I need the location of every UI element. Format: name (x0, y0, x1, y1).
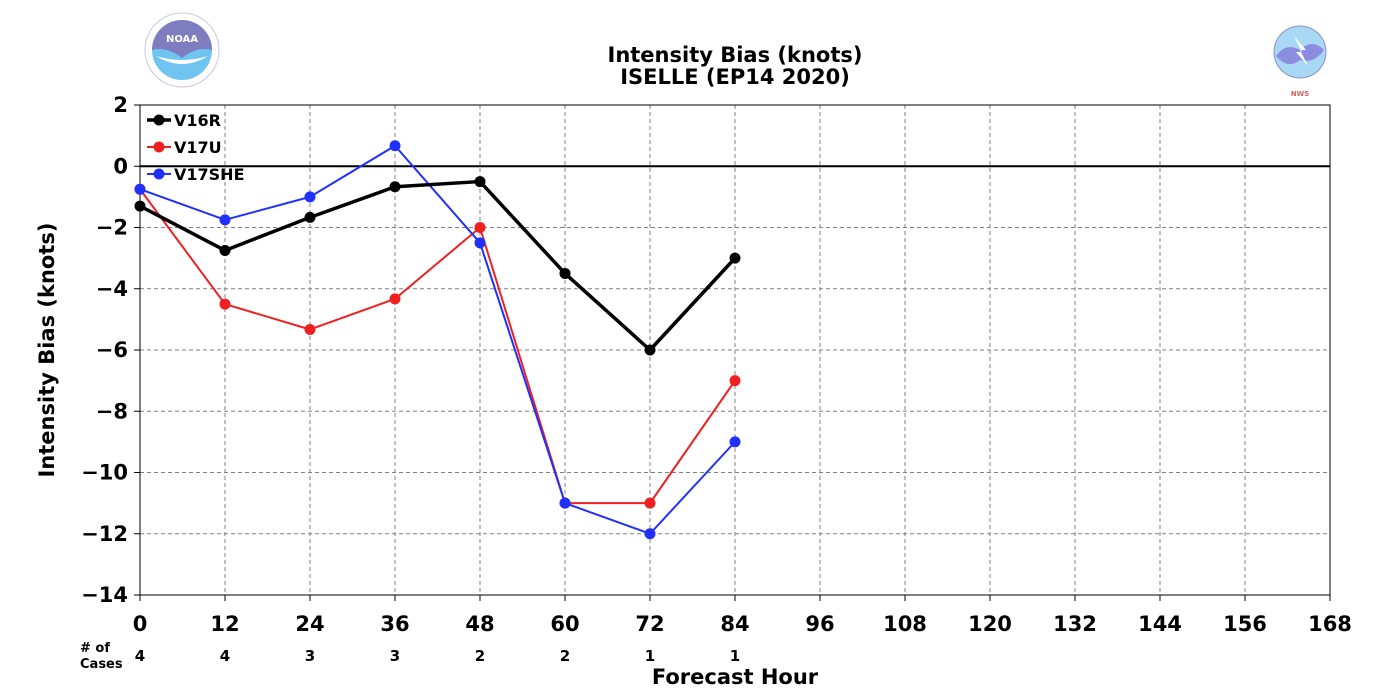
x-tick-label: 144 (1138, 612, 1182, 636)
y-tick-label: −8 (96, 399, 128, 423)
legend-label-v16r: V16R (174, 111, 221, 130)
svg-text:NOAA: NOAA (166, 34, 198, 45)
x-tick-label: 132 (1053, 612, 1097, 636)
x-axis-label: Forecast Hour (652, 665, 819, 689)
data-point-v16r (644, 344, 656, 356)
data-point-v16r (729, 252, 741, 264)
data-point-v17u (729, 375, 741, 387)
data-point-v16r (304, 211, 316, 223)
x-tick-label: 120 (968, 612, 1012, 636)
cases-count: 4 (220, 647, 230, 665)
y-axis-label: Intensity Bias (knots) (35, 223, 59, 478)
legend-label-v17she: V17SHE (174, 165, 245, 184)
data-point-v17u (644, 497, 656, 509)
cases-label-line2: Cases (80, 657, 123, 672)
cases-count: 1 (730, 647, 740, 665)
data-point-v17she (559, 497, 571, 509)
chart-title: Intensity Bias (knots) (608, 43, 863, 67)
data-point-v16r (559, 267, 571, 279)
data-point-v17she (644, 528, 656, 540)
data-point-v17u (219, 298, 231, 310)
data-point-v16r (389, 181, 401, 193)
y-tick-label: −14 (81, 583, 128, 607)
y-tick-label: −12 (81, 522, 128, 546)
series-line-v17she (139, 144, 736, 535)
data-point-v17u (474, 222, 486, 233)
data-point-v17u (389, 293, 401, 305)
x-tick-label: 12 (210, 612, 239, 636)
x-tick-label: 156 (1223, 612, 1267, 636)
y-tick-label: −2 (96, 216, 128, 240)
series-line-v17u (139, 188, 736, 505)
data-point-v17u (304, 323, 316, 335)
data-point-v16r (219, 244, 231, 256)
x-tick-label: 36 (380, 612, 409, 636)
legend-swatch-marker (153, 114, 165, 126)
legend-swatch-marker (153, 168, 165, 180)
cases-label-line1: # of (80, 641, 110, 656)
x-tick-label: 24 (295, 612, 324, 636)
y-tick-label: −10 (81, 461, 128, 485)
noaa-logo: NOAA (144, 12, 220, 88)
data-point-v17she (304, 191, 316, 203)
cases-count: 2 (475, 647, 485, 665)
y-tick-labels: 2 0 −2 −4 −6 −8 −10 −12 −14 (81, 93, 140, 607)
cases-count: 4 (135, 647, 145, 665)
cases-count: 1 (645, 647, 655, 665)
data-point-v16r (474, 176, 486, 188)
legend-swatch-marker (153, 141, 165, 153)
data-point-v17she (474, 237, 486, 249)
series-line-v16r (139, 179, 737, 352)
series-layer (134, 140, 741, 540)
y-tick-label: −4 (96, 277, 128, 301)
x-tick-label: 96 (805, 612, 834, 636)
data-point-v17she (219, 214, 231, 226)
x-tick-label: 72 (635, 612, 664, 636)
nws-logo: NWS (1264, 16, 1336, 98)
y-tick-label: 2 (113, 93, 128, 117)
data-point-v17she (134, 183, 146, 195)
y-tick-label: 0 (113, 154, 128, 178)
cases-count: 3 (305, 647, 315, 665)
nws-logo-text: NWS (1291, 90, 1310, 98)
legend: V16R V17U V17SHE (147, 111, 245, 184)
data-point-v17she (389, 140, 401, 152)
x-tick-label: 84 (720, 612, 749, 636)
x-tick-label: 48 (465, 612, 494, 636)
cases-count: 3 (390, 647, 400, 665)
data-point-v16r (134, 200, 146, 212)
cases-row: 4 4 3 3 2 2 1 1 (135, 647, 740, 665)
chart-subtitle: ISELLE (EP14 2020) (620, 65, 850, 89)
x-tick-label: 168 (1308, 612, 1352, 636)
grid-lines (140, 105, 1330, 595)
x-tick-label: 108 (883, 612, 927, 636)
x-tick-label: 0 (133, 612, 148, 636)
data-point-v17she (729, 436, 741, 448)
cases-count: 2 (560, 647, 570, 665)
x-tick-labels: 0 12 24 36 48 60 72 84 96 108 120 132 144 156 168 (133, 595, 1352, 636)
y-tick-label: −6 (96, 338, 128, 362)
x-tick-label: 60 (550, 612, 579, 636)
legend-label-v17u: V17U (174, 138, 222, 157)
